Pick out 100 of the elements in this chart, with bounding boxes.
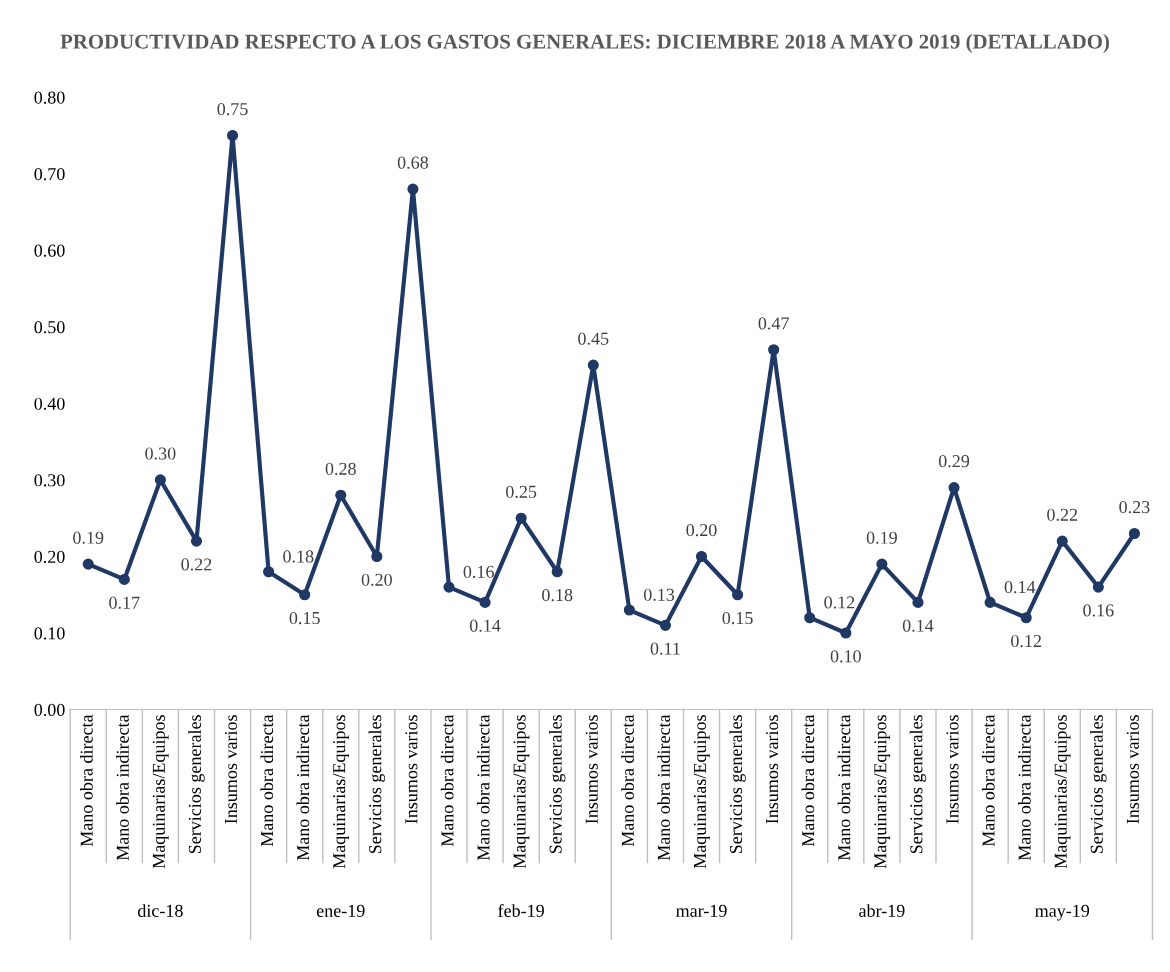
point <box>695 550 708 563</box>
data-label: 0.16 <box>463 565 494 578</box>
x-tick-label: Mano obra directa <box>981 714 995 847</box>
x-tick-label: Insumos varios <box>405 715 418 824</box>
data-label: 0.15 <box>289 611 320 625</box>
x-tick-label: Servicios generales <box>1090 715 1107 854</box>
x-tick-label: Insumos varios <box>1126 715 1139 824</box>
x-tick-label: Maquinarias/Equipos <box>152 715 169 869</box>
data-label: 0.14 <box>902 619 934 632</box>
x-tick-label: Maquinarias/Equipos <box>333 715 349 869</box>
data-label: 0.68 <box>397 156 429 169</box>
point <box>984 596 996 608</box>
x-tick-label: Insumos varios <box>946 715 959 824</box>
data-label: 0.18 <box>542 588 573 602</box>
x-tick-label: Mano obra indirecta <box>1018 714 1031 861</box>
x-tick-label: Maquinarias/Equipos <box>874 715 891 869</box>
x-tick-label: Insumos varios <box>766 715 779 824</box>
y-tick-label: 0.20 <box>34 550 65 563</box>
data-label: 0.14 <box>1004 580 1036 594</box>
point <box>587 359 599 371</box>
data-label: 0.22 <box>1047 508 1078 521</box>
data-label: 0.15 <box>722 611 753 625</box>
point <box>443 581 455 593</box>
x-tick-label: Maquinarias/Equipos <box>513 715 530 869</box>
point <box>299 589 311 601</box>
data-label: 0.23 <box>1119 500 1150 514</box>
point <box>912 596 924 608</box>
data-label: 0.30 <box>145 447 176 460</box>
x-tick-label: Mano obra directa <box>260 714 274 847</box>
data-label: 0.16 <box>1083 604 1114 617</box>
point <box>190 535 203 547</box>
point <box>226 129 239 142</box>
point <box>407 183 419 195</box>
x-tick-label: Insumos varios <box>224 715 238 824</box>
x-tick-label: Servicios generales <box>549 715 566 854</box>
x-tick-label: Maquinarias/Equipos <box>1054 715 1071 869</box>
point <box>515 512 527 524</box>
x-tick-label: Mano obra directa <box>621 714 634 847</box>
y-tick-label: 0.00 <box>34 703 65 717</box>
data-label: 0.12 <box>824 596 855 609</box>
text: abr-19 <box>859 904 905 917</box>
data-label: 0.20 <box>361 573 392 586</box>
data-label: 0.22 <box>181 558 212 571</box>
data-label: 0.12 <box>1011 634 1041 648</box>
point <box>371 550 383 563</box>
data-label: 0.47 <box>758 317 789 330</box>
x-tick-label: Mano obra directa <box>801 714 815 847</box>
data-label: 0.18 <box>283 550 314 563</box>
point <box>154 474 166 486</box>
x-tick-label: Servicios generales <box>729 715 746 854</box>
chart-title: PRODUCTIVIDAD RESPECTO A LOS GASTOS GENERALES: DICIEMBRE 2018 A MAYO 2019 (DETALLADO) <box>60 34 1109 53</box>
text: feb-19 <box>498 904 544 917</box>
x-tick-label: Mano obra indirecta <box>116 714 129 861</box>
point <box>118 573 130 585</box>
y-tick-label: 0.70 <box>34 168 65 181</box>
data-label: 0.45 <box>578 332 609 345</box>
text: ene-19 <box>316 904 365 917</box>
x-tick-label: Insumos varios <box>585 715 598 824</box>
x-tick-label: Mano obra indirecta <box>476 714 490 861</box>
data-label: 0.28 <box>325 462 356 475</box>
point <box>1020 612 1032 624</box>
point <box>876 558 888 570</box>
data-label: 0.10 <box>830 650 861 663</box>
x-tick-label: Mano obra indirecta <box>837 714 851 861</box>
x-tick-label: Mano obra indirecta <box>657 714 670 861</box>
data-label: 0.25 <box>506 485 537 498</box>
data-label: 0.19 <box>73 531 104 544</box>
text: may-19 <box>1035 904 1090 921</box>
point <box>768 344 780 356</box>
point <box>335 489 347 501</box>
y-tick-label: 0.10 <box>34 627 65 640</box>
point <box>623 604 635 616</box>
data-label: 0.75 <box>217 102 248 116</box>
x-tick-label: Servicios generales <box>909 715 927 854</box>
x-tick-label: Mano obra indirecta <box>296 714 310 861</box>
point <box>551 566 563 578</box>
point <box>659 619 671 631</box>
data-label: 0.20 <box>686 523 717 537</box>
point <box>263 566 275 578</box>
x-tick-label: Maquinarias/Equipos <box>693 715 710 869</box>
data-label: 0.11 <box>650 642 680 655</box>
x-tick-label: Servicios generales <box>188 715 205 854</box>
point <box>1128 527 1140 540</box>
data-label: 0.29 <box>938 455 970 468</box>
data-label: 0.13 <box>643 588 675 601</box>
x-tick-label: Mano obra directa <box>80 714 93 847</box>
x-tick-label: Mano obra directa <box>440 714 454 847</box>
y-tick-label: 0.40 <box>34 397 65 410</box>
y-tick-label: 0.50 <box>34 321 65 334</box>
x-tick-label: Servicios generales <box>368 715 386 854</box>
y-tick-label: 0.30 <box>34 474 65 487</box>
y-tick-label: 0.60 <box>34 244 65 257</box>
point <box>840 627 852 639</box>
point <box>1092 581 1104 593</box>
y-tick-label: 0.80 <box>34 91 65 104</box>
text: mar-19 <box>676 904 727 917</box>
point <box>804 612 816 624</box>
point <box>1056 535 1068 547</box>
data-label: 0.14 <box>469 619 501 632</box>
point <box>82 558 94 570</box>
